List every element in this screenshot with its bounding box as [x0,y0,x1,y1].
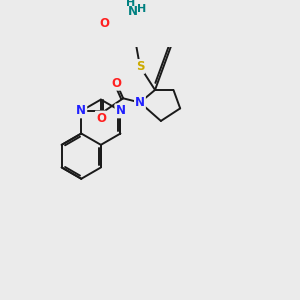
Text: S: S [136,60,144,73]
Text: H: H [137,4,146,14]
Text: N: N [76,104,86,117]
Text: O: O [96,112,106,124]
Text: O: O [112,77,122,90]
Text: O: O [100,17,110,30]
Text: N: N [128,5,138,18]
Text: H: H [126,0,135,8]
Text: N: N [135,96,145,109]
Text: N: N [116,104,125,117]
